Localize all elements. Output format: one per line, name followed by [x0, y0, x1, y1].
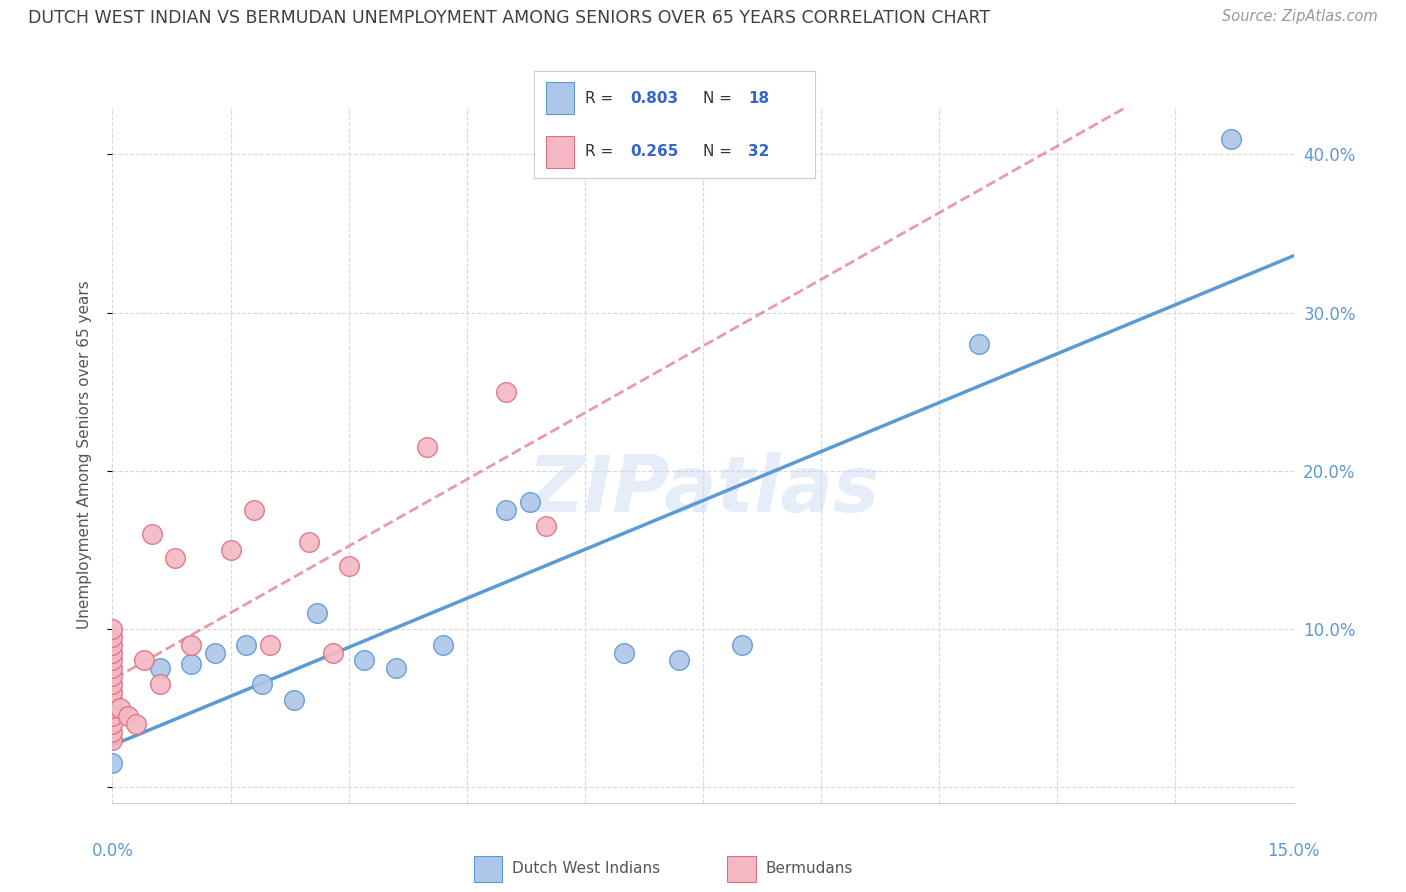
Point: [165, 550, 187, 565]
Point: [668, 653, 690, 667]
Point: [101, 724, 124, 739]
Point: [967, 337, 990, 351]
Point: [298, 534, 321, 549]
Point: [101, 622, 124, 636]
Text: 32: 32: [748, 145, 769, 159]
Point: [259, 638, 281, 652]
Text: DUTCH WEST INDIAN VS BERMUDAN UNEMPLOYMENT AMONG SENIORS OVER 65 YEARS CORRELATI: DUTCH WEST INDIAN VS BERMUDAN UNEMPLOYME…: [28, 9, 990, 27]
Bar: [546, 82, 574, 114]
Point: [101, 677, 124, 691]
Point: [101, 756, 124, 771]
Point: [534, 519, 557, 533]
Text: 0.803: 0.803: [630, 91, 678, 105]
Point: [337, 558, 360, 573]
Point: [731, 638, 754, 652]
Point: [250, 677, 273, 691]
Point: [101, 653, 124, 667]
Point: [101, 638, 124, 652]
Point: [307, 606, 329, 620]
Bar: [546, 136, 574, 168]
Point: [432, 638, 454, 652]
Bar: [474, 855, 502, 882]
Text: 15.0%: 15.0%: [1267, 842, 1320, 860]
Text: R =: R =: [585, 91, 619, 105]
Text: 18: 18: [748, 91, 769, 105]
Point: [353, 653, 375, 667]
Point: [110, 701, 132, 715]
Point: [416, 440, 439, 454]
Point: [117, 708, 139, 723]
Text: Bermudans: Bermudans: [765, 862, 852, 876]
Point: [141, 527, 163, 541]
Point: [101, 693, 124, 707]
Point: [101, 669, 124, 683]
Point: [519, 495, 541, 509]
Text: Source: ZipAtlas.com: Source: ZipAtlas.com: [1222, 9, 1378, 24]
Point: [101, 646, 124, 660]
Point: [495, 384, 517, 399]
Point: [495, 503, 517, 517]
Point: [101, 732, 124, 747]
Text: R =: R =: [585, 145, 619, 159]
Text: Dutch West Indians: Dutch West Indians: [512, 862, 659, 876]
Point: [180, 657, 202, 671]
Point: [385, 661, 408, 675]
Text: N =: N =: [703, 91, 737, 105]
Point: [101, 630, 124, 644]
Point: [219, 542, 242, 557]
Point: [101, 661, 124, 675]
Point: [243, 503, 266, 517]
Bar: [727, 855, 755, 882]
Y-axis label: Unemployment Among Seniors over 65 years: Unemployment Among Seniors over 65 years: [77, 281, 91, 629]
Point: [101, 701, 124, 715]
Point: [204, 646, 226, 660]
Text: N =: N =: [703, 145, 737, 159]
Point: [613, 646, 636, 660]
Point: [149, 661, 172, 675]
Point: [283, 693, 305, 707]
Point: [132, 653, 155, 667]
Point: [149, 677, 172, 691]
Point: [101, 716, 124, 731]
Point: [101, 685, 124, 699]
Text: 0.0%: 0.0%: [91, 842, 134, 860]
Point: [101, 708, 124, 723]
Point: [322, 646, 344, 660]
Text: 0.265: 0.265: [630, 145, 678, 159]
Point: [1219, 131, 1241, 145]
Text: ZIPatlas: ZIPatlas: [527, 451, 879, 528]
Point: [125, 716, 148, 731]
Point: [180, 638, 202, 652]
Point: [235, 638, 257, 652]
